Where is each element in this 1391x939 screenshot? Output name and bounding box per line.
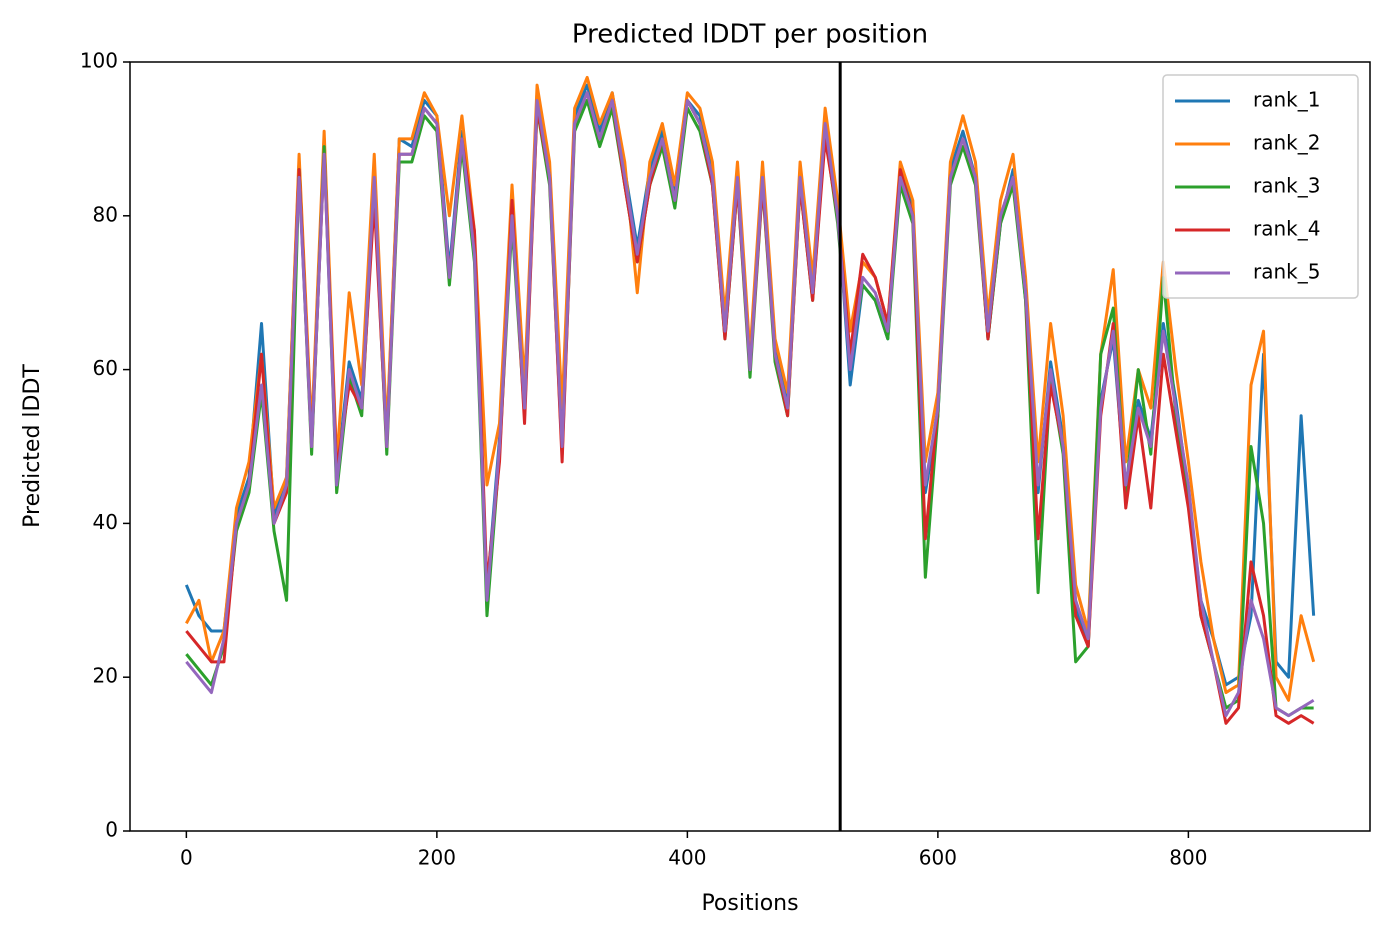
series-line <box>185 91 1315 718</box>
y-tick-label: 0 <box>105 818 118 842</box>
legend-box <box>1162 74 1359 299</box>
legend-label: rank_2 <box>1253 131 1320 155</box>
plot-frame <box>129 61 1371 832</box>
y-axis-label: Predicted lDDT <box>20 364 45 528</box>
y-tick-label: 100 <box>80 49 118 73</box>
legend-label: rank_3 <box>1253 174 1320 198</box>
legend-label: rank_4 <box>1253 217 1320 241</box>
x-tick-label: 600 <box>919 846 957 870</box>
x-axis-label: Positions <box>701 891 798 916</box>
y-tick-label: 40 <box>93 510 118 534</box>
legend-label: rank_5 <box>1253 260 1320 284</box>
series-line <box>185 98 1314 718</box>
x-tick-label: 200 <box>418 846 456 870</box>
x-tick-label: 800 <box>1169 846 1207 870</box>
legend-label: rank_1 <box>1253 88 1320 112</box>
y-tick-label: 60 <box>93 356 118 380</box>
x-tick-label: 400 <box>668 846 706 870</box>
x-tick-label: 0 <box>180 846 193 870</box>
y-tick-label: 20 <box>93 664 118 688</box>
y-tick-label: 80 <box>93 202 118 226</box>
chart-title: Predicted lDDT per position <box>572 20 928 50</box>
